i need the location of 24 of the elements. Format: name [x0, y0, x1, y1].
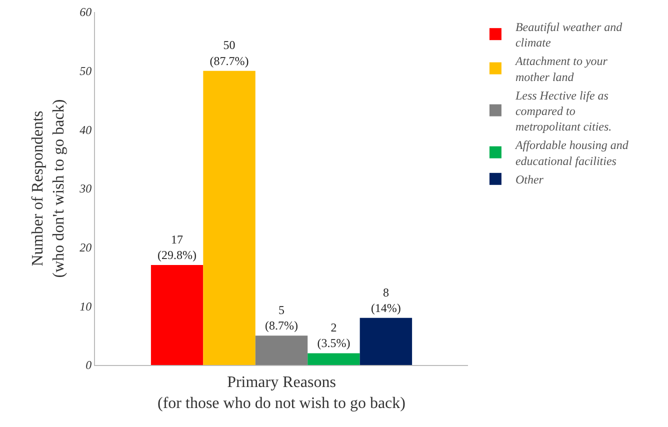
y-tick-label: 50 [80, 64, 92, 78]
data-label: 5 (8.7%) [265, 302, 298, 333]
legend-label: Beautiful weather and climate [515, 20, 624, 50]
y-tick-label: 10 [80, 299, 92, 314]
bar [308, 353, 360, 365]
legend-label: Affordable housing and educational facilities [514, 138, 630, 168]
bar [203, 70, 256, 365]
legend-label: Other [515, 172, 544, 187]
data-label: 17 (29.8%) [158, 232, 197, 262]
bar [360, 318, 412, 365]
legend-label: Attachment to your mother land [514, 54, 608, 84]
y-axis-title: Number of Respondents (who don't wish to go back) [30, 99, 68, 278]
y-tick-label: 60 [80, 5, 92, 20]
y-tick-label: 0 [86, 358, 92, 372]
y-tick-label: 20 [80, 240, 92, 255]
bar [150, 264, 204, 365]
y-tick-label: 40 [80, 122, 92, 137]
bar [255, 336, 308, 365]
x-axis-title: Primary Reasons (for those who do not wish to go back) [158, 374, 406, 412]
data-label: 8 (14%) [370, 285, 401, 315]
y-tick-label: 30 [78, 182, 92, 196]
data-label: 50 (87.7%) [210, 38, 249, 68]
data-label: 2 (3.5%) [317, 320, 350, 350]
legend-label: Less Hective life as compared to metropolitant cities. [514, 88, 612, 134]
